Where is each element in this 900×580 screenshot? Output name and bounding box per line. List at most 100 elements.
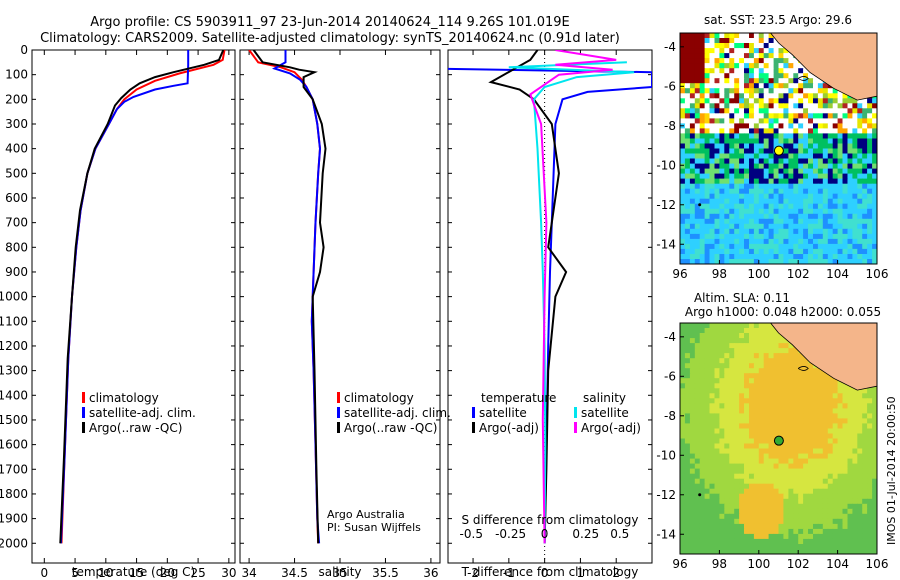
map-cell: [832, 473, 839, 480]
map-cell: [699, 443, 706, 450]
map-cell: [763, 343, 770, 349]
map-cell: [798, 133, 804, 139]
map-cell: [798, 153, 804, 160]
map-cell: [749, 208, 755, 215]
map-cell: [680, 403, 686, 409]
map-cell: [684, 398, 691, 404]
map-cell: [680, 259, 686, 264]
map-cell: [773, 388, 780, 394]
map-cell: [778, 123, 784, 129]
map-cell: [753, 113, 760, 119]
map-cell: [847, 198, 853, 205]
x-tick-label: 36: [423, 566, 438, 580]
map-cell: [773, 218, 780, 225]
map-cell: [867, 508, 873, 515]
map-cell: [822, 398, 829, 404]
map-cell: [680, 178, 686, 185]
map-cell: [822, 544, 829, 550]
map-cell: [714, 218, 720, 225]
map-cell: [753, 518, 760, 525]
map-cell: [788, 254, 794, 260]
map-cell: [744, 513, 750, 520]
map-cell: [867, 163, 873, 170]
map-cell: [689, 343, 696, 349]
map-cell: [704, 378, 711, 384]
map-cell: [709, 43, 715, 49]
map-cell: [699, 393, 706, 399]
map-cell: [822, 259, 829, 264]
map-cell: [724, 488, 730, 495]
map-cell: [857, 133, 863, 139]
map-cell: [709, 398, 715, 404]
map-cell: [837, 173, 844, 180]
map-cell: [832, 544, 839, 550]
map-cell: [704, 158, 711, 165]
map-cell: [788, 158, 794, 165]
map-cell: [788, 88, 794, 94]
map-cell: [763, 248, 770, 255]
map-title: sat. SST: 23.5 Argo: 29.6: [704, 13, 852, 27]
map-cell: [808, 193, 814, 200]
map-cell: [872, 413, 877, 419]
map-cell: [724, 193, 730, 200]
map-cell: [749, 113, 755, 119]
map-cell: [749, 533, 755, 540]
map-cell: [689, 353, 696, 359]
map-cell: [842, 118, 848, 124]
map-cell: [724, 353, 730, 359]
map-cell: [778, 213, 784, 220]
map-cell: [689, 118, 696, 124]
map-cell: [734, 78, 740, 84]
map-cell: [773, 53, 780, 59]
map-cell: [763, 388, 770, 394]
y-tick-label: 1300: [0, 364, 28, 378]
map-cell: [773, 453, 780, 460]
map-cell: [817, 538, 824, 545]
map-cell: [803, 393, 809, 399]
map-cell: [867, 208, 873, 215]
map-cell: [739, 158, 745, 165]
series-line: [60, 50, 226, 544]
map-cell: [803, 198, 809, 205]
map-cell: [808, 93, 814, 99]
map-cell: [817, 188, 824, 195]
map-cell: [739, 348, 745, 354]
map-cell: [749, 243, 755, 250]
map-cell: [684, 463, 691, 470]
map-cell: [803, 128, 809, 134]
map-cell: [694, 328, 701, 334]
map-cell: [788, 198, 794, 205]
map-cell: [827, 468, 834, 475]
map-cell: [704, 533, 711, 540]
map-cell: [778, 163, 784, 170]
map-cell: [729, 128, 735, 134]
map-cell: [734, 158, 740, 165]
map-cell: [719, 238, 725, 245]
map-cell: [862, 248, 868, 255]
map-cell: [837, 183, 844, 190]
map-cell: [813, 378, 819, 384]
map-cell: [773, 238, 780, 245]
map-cell: [768, 458, 775, 465]
map-cell: [729, 173, 735, 180]
map-cell: [803, 358, 809, 364]
map-cell: [753, 368, 760, 374]
map-cell: [739, 138, 745, 145]
map-cell: [872, 183, 877, 190]
map-cell: [704, 143, 711, 150]
map-cell: [872, 138, 877, 145]
map-cell: [837, 228, 844, 235]
map-cell: [734, 254, 740, 260]
map-cell: [758, 463, 765, 470]
map-cell: [798, 198, 804, 205]
map-cell: [734, 443, 740, 450]
map-cell: [729, 438, 735, 445]
map-cell: [714, 458, 720, 465]
map-cell: [680, 428, 686, 435]
map-cell: [808, 363, 814, 369]
map-cell: [783, 243, 789, 250]
map-cell: [729, 413, 735, 419]
map-cell: [744, 233, 750, 240]
map-cell: [753, 468, 760, 475]
map-cell: [753, 48, 760, 54]
